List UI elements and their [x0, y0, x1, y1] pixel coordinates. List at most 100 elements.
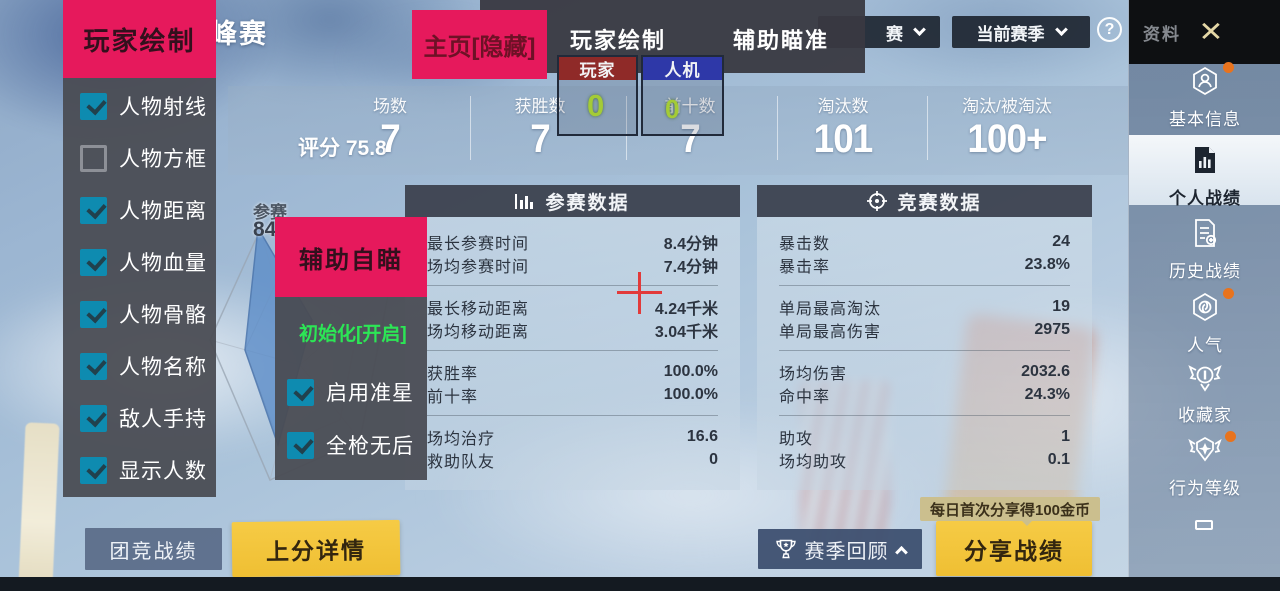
draw-option-row[interactable]: 人物名称 — [80, 352, 216, 380]
divider — [779, 415, 1070, 416]
draw-panel-header[interactable]: 玩家绘制 — [63, 0, 216, 78]
player-counter-header: 玩家 — [559, 57, 636, 80]
stat-column: 获胜数 7 — [514, 97, 566, 161]
draw-option-row[interactable]: 人物距离 — [80, 196, 216, 224]
sidebar-item-collector[interactable]: 收藏家 — [1129, 362, 1280, 426]
bot-counter-box[interactable]: 人机 — [641, 55, 724, 136]
divider — [779, 350, 1070, 351]
rank-detail-button[interactable]: 上分详情 — [231, 519, 401, 578]
checkbox-icon[interactable] — [80, 196, 107, 224]
sidebar-item-popularity[interactable]: 人气 — [1129, 288, 1280, 356]
sidebar-header: 资料 ✕ — [1129, 0, 1280, 64]
stat-row-value: 0.1 — [1047, 450, 1070, 468]
checkbox-icon[interactable] — [80, 300, 107, 328]
stat-row-label: 最长移动距离 — [427, 300, 530, 318]
aim-panel-body: 初始化[开启] 启用准星 全枪无后 — [275, 297, 427, 480]
sidebar-item-label: 人气 — [1187, 336, 1223, 355]
combat-data-panel: 竞赛数据 暴击数 24 暴击率 23.8% 单局最高淘汰 19 单局最高伤害 2975 … — [757, 185, 1092, 490]
aim-option-row[interactable]: 全枪无后 — [287, 430, 414, 460]
sidebar-item-label: 收藏家 — [1178, 406, 1232, 425]
stat-column: 淘汰数 101 — [813, 97, 874, 161]
help-icon[interactable]: ? — [1097, 17, 1122, 42]
checkbox-icon[interactable] — [287, 431, 314, 459]
stat-row-label: 单局最高伤害 — [779, 323, 882, 341]
checkbox-icon[interactable] — [80, 404, 107, 432]
season-dropdown[interactable]: 当前赛季 — [952, 16, 1090, 48]
divider — [927, 96, 928, 160]
stat-row-label: 场均助攻 — [779, 453, 848, 471]
season-dropdown-label: 当前赛季 — [976, 24, 1045, 44]
draw-panel-body: 人物射线 人物方框 人物距离 人物血量 人物骨骼 人物名称 敌人手持 显示人数 — [63, 78, 216, 497]
chevron-up-icon — [894, 545, 908, 559]
divider — [427, 285, 718, 286]
stat-row-label: 场均伤害 — [779, 365, 848, 383]
aim-option-row[interactable]: 启用准星 — [287, 377, 414, 407]
trophy-icon — [775, 539, 796, 559]
sidebar-item-personal-record[interactable]: 个人战绩 — [1129, 135, 1280, 208]
draw-option-row[interactable]: 人物射线 — [80, 92, 216, 120]
rating-text: 评分 75.8 — [298, 132, 387, 162]
aim-init-status[interactable]: 初始化[开启] — [299, 324, 407, 345]
stat-row-value: 8.4分钟 — [663, 235, 718, 253]
draw-option-row[interactable]: 人物血量 — [80, 248, 216, 276]
sidebar-item-behavior-level[interactable]: 行为等级 — [1129, 431, 1280, 499]
rating-value: 75.8 — [345, 137, 387, 160]
panel-title: 竞赛数据 — [897, 192, 982, 214]
stat-row-value: 7.4分钟 — [663, 258, 718, 276]
draw-option-row[interactable]: 人物方框 — [80, 144, 216, 172]
person-hexagon-icon — [1190, 62, 1234, 98]
share-record-button[interactable]: 分享战绩 — [936, 521, 1092, 576]
checkbox-icon[interactable] — [80, 248, 107, 276]
sidebar-item-label: 历史战绩 — [1169, 262, 1241, 281]
checkbox-icon[interactable] — [287, 378, 314, 406]
panel-body: 暴击数 24 暴击率 23.8% 单局最高淘汰 19 单局最高伤害 2975 场均伤害 2… — [757, 217, 1092, 490]
checkbox-icon[interactable] — [80, 92, 107, 120]
panel-title: 参赛数据 — [545, 192, 630, 214]
stat-column: 淘汰/被淘汰 100+ — [962, 97, 1052, 161]
aim-option-label: 启用准星 — [326, 382, 414, 405]
draw-option-row[interactable]: 显示人数 — [80, 456, 216, 484]
draw-option-label: 人物血量 — [119, 252, 207, 275]
draw-option-label: 显示人数 — [119, 460, 207, 483]
checkbox-icon[interactable] — [80, 144, 107, 172]
team-record-button[interactable]: 团竞战绩 — [85, 528, 222, 570]
stat-row-label: 场均治疗 — [427, 430, 496, 448]
stat-row-label: 场均参赛时间 — [427, 258, 530, 276]
draw-option-row[interactable]: 人物骨骼 — [80, 300, 216, 328]
stats-summary-bar: 评分 75.8 场数 7 获胜数 7 前十数 7 淘汰数 101 淘汰/被淘汰 … — [228, 86, 1128, 175]
stat-row-value: 2975 — [1034, 320, 1070, 338]
checkbox-icon[interactable] — [80, 456, 107, 484]
mode-dropdown-label: 赛 — [886, 24, 903, 44]
cheat-home-button[interactable]: 主页[隐藏] — [412, 10, 547, 79]
panel-header: 竞赛数据 — [757, 185, 1092, 217]
page-title: 峰赛 — [210, 19, 268, 49]
bot-counter-header: 人机 — [643, 57, 722, 80]
season-review-button[interactable]: 赛季回顾 — [758, 529, 922, 569]
divider — [427, 350, 718, 351]
bar-chart-icon — [515, 193, 534, 209]
checkbox-icon[interactable] — [80, 352, 107, 380]
stat-row-value: 2032.6 — [1021, 362, 1070, 380]
draw-option-label: 人物方框 — [119, 148, 207, 171]
draw-option-label: 敌人手持 — [119, 408, 207, 431]
winged-shield-icon — [1188, 431, 1236, 467]
rating-label: 评分 — [298, 137, 340, 160]
stat-row-label: 命中率 — [779, 388, 831, 406]
sidebar-item-history-record[interactable]: 历史战绩 — [1129, 218, 1280, 282]
sidebar-item-label: 行为等级 — [1169, 479, 1241, 498]
sidebar-item-basic-info[interactable]: 基本信息 — [1129, 62, 1280, 130]
notification-dot — [1223, 288, 1234, 299]
stat-row-value: 100.0% — [663, 362, 718, 380]
draw-option-row[interactable]: 敌人手持 — [80, 404, 216, 432]
cheat-tab-aim[interactable]: 辅助瞄准 — [733, 28, 830, 53]
close-icon[interactable]: ✕ — [1198, 16, 1224, 48]
background-banner — [18, 422, 60, 589]
target-icon — [867, 191, 888, 211]
stat-column: 场数 7 — [373, 97, 407, 161]
stat-row-value: 19 — [1052, 297, 1070, 315]
player-counter-box[interactable]: 玩家 — [557, 55, 638, 136]
bot-counter-value: 0 — [665, 94, 680, 124]
cheat-tab-draw[interactable]: 玩家绘制 — [570, 28, 667, 53]
aim-panel-header[interactable]: 辅助自瞄 — [275, 217, 427, 297]
hex-flower-icon — [1190, 288, 1234, 324]
